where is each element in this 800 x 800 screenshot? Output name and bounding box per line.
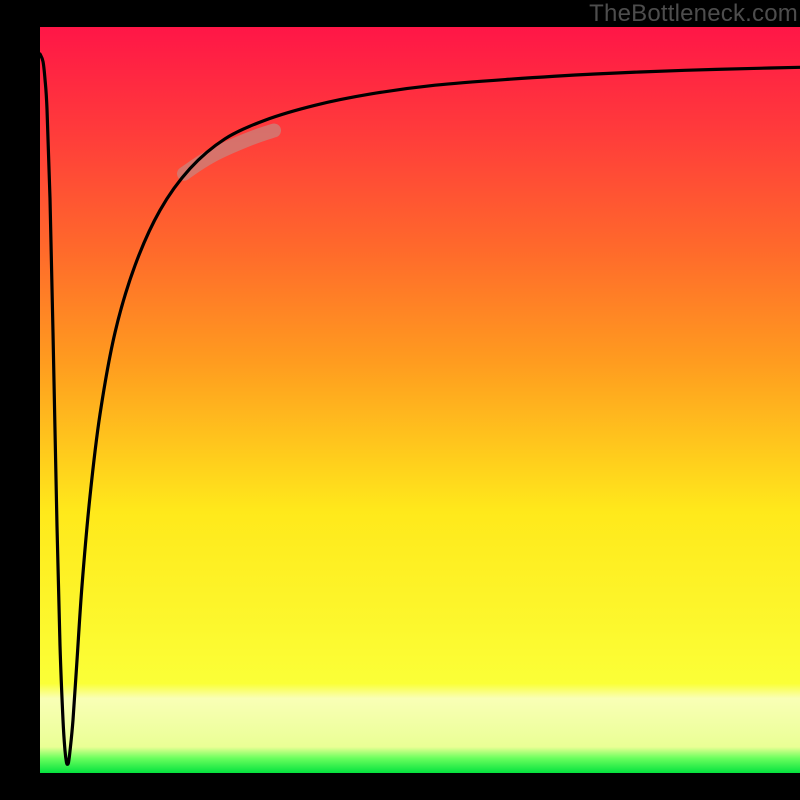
watermark-text: TheBottleneck.com	[589, 0, 798, 28]
bottleneck-curve	[40, 54, 800, 764]
chart-container: TheBottleneck.com	[0, 0, 800, 800]
curve-layer	[0, 0, 800, 800]
